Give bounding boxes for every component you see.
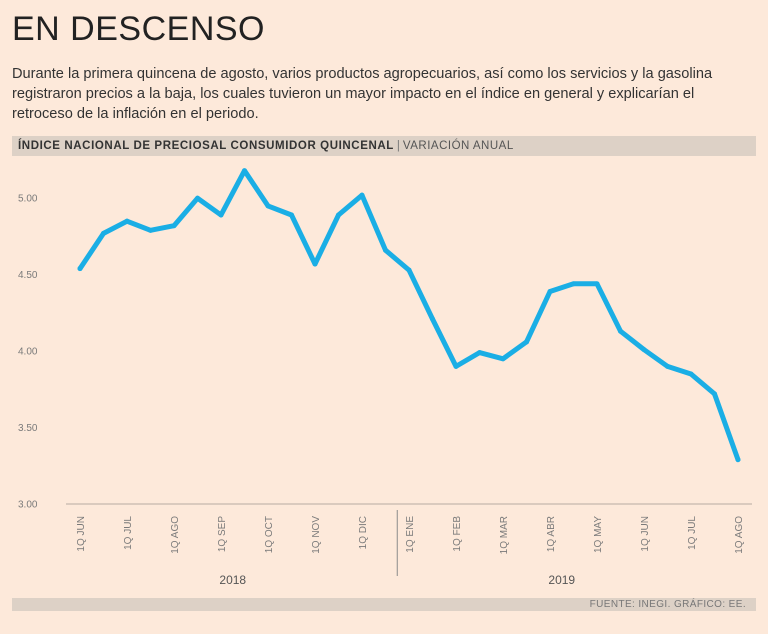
data-point xyxy=(641,347,647,353)
x-tick-label: 1Q ENE xyxy=(405,516,416,553)
x-tick-label: 1Q DIC xyxy=(358,516,369,549)
x-tick-label: 1Q JUL xyxy=(123,516,134,550)
year-label: 2019 xyxy=(548,573,575,587)
x-tick-label: 1Q JUN xyxy=(76,516,87,552)
source-credit: FUENTE: INEGI. GRÁFICO: EE. xyxy=(589,599,746,610)
x-tick-label: 1Q AGO xyxy=(170,516,181,554)
chart-header-band: ÍNDICE NACIONAL DE PRECIOSAL CONSUMIDOR … xyxy=(12,136,756,156)
y-tick-label: 5.00 xyxy=(18,194,38,205)
data-point xyxy=(242,168,247,174)
data-point xyxy=(148,227,153,233)
data-point xyxy=(500,356,506,362)
data-point xyxy=(265,203,271,209)
data-point xyxy=(594,281,600,287)
data-point xyxy=(688,371,694,377)
series-line xyxy=(77,168,741,463)
x-tick-label: 1Q FEB xyxy=(452,516,463,552)
data-point xyxy=(618,328,623,334)
data-point xyxy=(359,192,365,198)
footer-band: FUENTE: INEGI. GRÁFICO: EE. xyxy=(12,598,756,611)
header-separator: | xyxy=(396,140,400,152)
data-point xyxy=(430,316,435,322)
data-point xyxy=(336,212,341,218)
data-point xyxy=(101,230,106,236)
data-point xyxy=(171,223,177,229)
year-label: 2018 xyxy=(219,573,246,587)
data-point xyxy=(383,247,388,253)
chart-subtitle: Durante la primera quincena de agosto, v… xyxy=(12,66,713,122)
data-point xyxy=(218,212,224,218)
x-tick-label: 1Q SEP xyxy=(217,516,228,552)
x-tick-label: 1Q OCT xyxy=(264,516,275,553)
data-point xyxy=(712,391,717,397)
data-point xyxy=(289,212,294,218)
data-point xyxy=(195,195,200,201)
x-tick-label: 1Q MAR xyxy=(499,516,510,554)
x-tick-label: 1Q NOV xyxy=(311,516,322,554)
x-tick-label: 1Q AGO xyxy=(734,516,745,554)
data-point xyxy=(453,363,459,369)
data-point xyxy=(77,266,83,272)
data-point xyxy=(124,218,130,224)
y-tick-label: 3.50 xyxy=(18,423,38,434)
data-point xyxy=(547,288,553,294)
x-tick-label: 1Q JUN xyxy=(640,516,651,552)
x-tick-label: 1Q ABR xyxy=(546,516,557,552)
y-tick-label: 4.50 xyxy=(18,270,38,281)
x-tick-label: 1Q MAY xyxy=(593,516,604,553)
data-point xyxy=(406,267,412,273)
x-tick-label: 1Q JUL xyxy=(687,516,698,550)
line-chart: 3.00 3.50 4.00 4.50 5.00 1Q JUN 1Q JUL 1Q AGO 1Q… xyxy=(18,168,752,587)
index-heading: ÍNDICE NACIONAL DE PRECIOSAL CONSUMIDOR … xyxy=(18,140,394,152)
y-tick-label: 4.00 xyxy=(18,347,38,358)
data-point xyxy=(735,457,741,463)
y-tick-label: 3.00 xyxy=(18,500,38,511)
data-point xyxy=(477,350,482,356)
data-point xyxy=(571,281,576,287)
chart-title: EN DESCENSO xyxy=(12,10,265,48)
data-point xyxy=(665,363,670,369)
data-point xyxy=(312,261,318,267)
data-point xyxy=(524,339,529,345)
variation-subheading: VARIACIÓN ANUAL xyxy=(402,140,514,152)
